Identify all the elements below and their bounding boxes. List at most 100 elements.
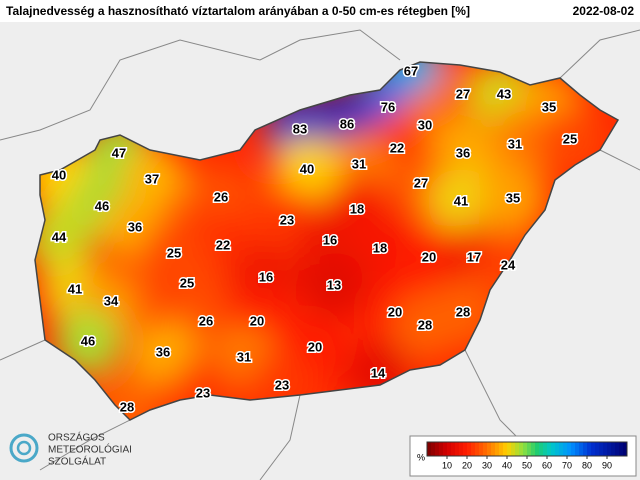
station-value: 31 xyxy=(352,156,366,171)
station-value: 23 xyxy=(196,385,210,400)
colorbar-cell xyxy=(483,442,488,456)
station-value: 13 xyxy=(327,277,341,292)
colorbar-cell xyxy=(499,442,504,456)
station-value: 27 xyxy=(456,86,470,101)
colorbar-cell xyxy=(603,442,608,456)
logo: ORSZÁGOS METEOROLÓGIAI SZOLGÁLAT xyxy=(9,431,132,468)
colorbar-cell xyxy=(539,442,544,456)
colorbar-cell xyxy=(623,442,628,456)
station-value: 18 xyxy=(350,201,364,216)
colorbar-cell xyxy=(515,442,520,456)
logo-text: SZOLGÁLAT xyxy=(48,455,106,468)
station-value: 23 xyxy=(275,377,289,392)
borders xyxy=(0,29,640,480)
station-value: 46 xyxy=(81,333,95,348)
colorbar-cell xyxy=(611,442,616,456)
date: 2022-08-02 xyxy=(573,4,635,18)
station-value: 28 xyxy=(120,399,134,414)
colorbar-cell xyxy=(615,442,620,456)
station-value: 26 xyxy=(199,313,213,328)
moisture-blob xyxy=(93,374,161,420)
station-value: 30 xyxy=(418,117,432,132)
colorbar-cell xyxy=(435,442,440,456)
colorbar-cell xyxy=(587,442,592,456)
logo-icon xyxy=(9,433,39,463)
station-value: 16 xyxy=(259,269,273,284)
station-value: 41 xyxy=(68,281,82,296)
station-value: 36 xyxy=(456,145,470,160)
colorbar-cell xyxy=(491,442,496,456)
station-value: 37 xyxy=(145,171,159,186)
moisture-blob xyxy=(300,252,368,320)
colorbar-cell xyxy=(495,442,500,456)
colorbar-cell xyxy=(507,442,512,456)
station-value: 20 xyxy=(250,313,264,328)
colorbar-cell xyxy=(527,442,532,456)
colorbar-cell xyxy=(463,442,468,456)
station-value: 67 xyxy=(404,63,418,78)
station-value: 43 xyxy=(497,86,511,101)
colorbar-cell xyxy=(451,442,456,456)
station-value: 25 xyxy=(167,245,181,260)
colorbar-cell xyxy=(575,442,580,456)
station-value: 46 xyxy=(95,198,109,213)
station-value: 36 xyxy=(156,344,170,359)
colorbar-cell xyxy=(439,442,444,456)
station-value: 47 xyxy=(112,145,126,160)
station-value: 20 xyxy=(308,339,322,354)
colorbar-tick-label: 70 xyxy=(562,460,572,470)
colorbar-cell xyxy=(599,442,604,456)
colorbar-cell xyxy=(531,442,536,456)
station-value: 22 xyxy=(390,140,404,155)
colorbar-cell xyxy=(563,442,568,456)
title: Talajnedvesség a hasznosítható víztartal… xyxy=(6,4,470,18)
colorbar-cell xyxy=(427,442,432,456)
station-value: 35 xyxy=(542,99,556,114)
station-value: 28 xyxy=(456,304,470,319)
station-value: 24 xyxy=(501,257,516,272)
colorbar-cell xyxy=(555,442,560,456)
colorbar-cell xyxy=(455,442,460,456)
colorbar-cell xyxy=(591,442,596,456)
colorbar-cell xyxy=(567,442,572,456)
station-value: 41 xyxy=(454,193,468,208)
station-value: 20 xyxy=(388,304,402,319)
logo-text: METEOROLÓGIAI xyxy=(48,443,132,456)
title-bar xyxy=(0,0,640,22)
colorbar-cell xyxy=(523,442,528,456)
colorbar-unit: % xyxy=(417,452,425,462)
colorbar-cell xyxy=(607,442,612,456)
station-value: 16 xyxy=(323,232,337,247)
station-value: 18 xyxy=(373,240,387,255)
station-value: 23 xyxy=(280,212,294,227)
colorbar-tick-label: 80 xyxy=(582,460,592,470)
station-value: 25 xyxy=(180,275,194,290)
station-value: 86 xyxy=(340,116,354,131)
colorbar-cell xyxy=(571,442,576,456)
colorbar-cell xyxy=(519,442,524,456)
moisture-blob xyxy=(391,292,459,360)
colorbar-cell xyxy=(479,442,484,456)
station-value: 14 xyxy=(371,365,386,380)
colorbar-cell xyxy=(459,442,464,456)
station-value: 22 xyxy=(216,237,230,252)
logo-icon xyxy=(16,440,32,456)
colorbar-cell xyxy=(543,442,548,456)
moisture-blob xyxy=(187,164,255,232)
station-value: 35 xyxy=(506,190,520,205)
station-value: 40 xyxy=(300,161,314,176)
colorbar-tick-label: 10 xyxy=(442,460,452,470)
moisture-blob xyxy=(479,165,547,233)
colorbar-cell xyxy=(579,442,584,456)
station-value: 34 xyxy=(104,293,119,308)
colorbar-tick-label: 20 xyxy=(462,460,472,470)
colorbar-cell xyxy=(535,442,540,456)
station-value: 44 xyxy=(52,229,67,244)
station-value: 20 xyxy=(422,249,436,264)
colorbar-cell xyxy=(467,442,472,456)
station-value: 83 xyxy=(293,121,307,136)
station-value: 31 xyxy=(237,349,251,364)
colorbar-cell xyxy=(583,442,588,456)
station-value: 28 xyxy=(418,317,432,332)
